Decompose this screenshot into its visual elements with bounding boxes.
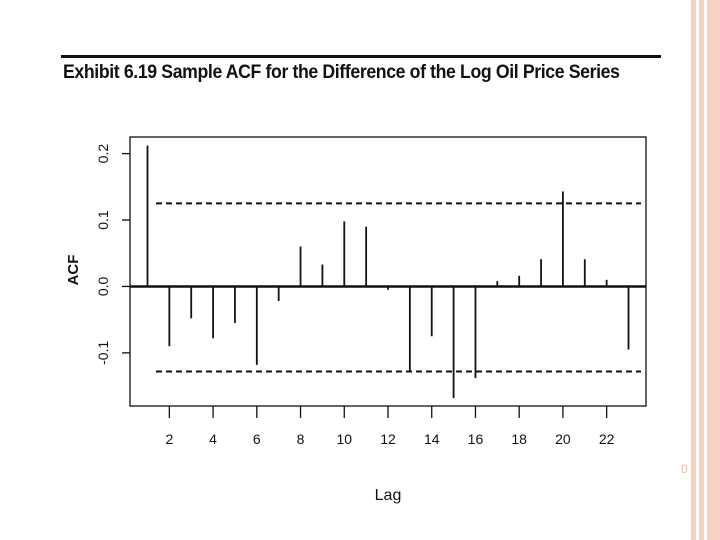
x-tick-label: 6 bbox=[253, 431, 261, 447]
y-axis-label: ACF bbox=[65, 255, 82, 286]
x-tick-label: 4 bbox=[209, 431, 217, 447]
x-tick-label: 16 bbox=[468, 431, 484, 447]
y-tick-label: 0.0 bbox=[95, 277, 111, 297]
y-tick-label: 0.2 bbox=[95, 144, 111, 164]
x-axis-label: Lag bbox=[375, 487, 402, 504]
x-tick-label: 2 bbox=[165, 431, 173, 447]
y-axis: -0.1 0.0 0.1 0.2 bbox=[95, 144, 130, 365]
x-tick-label: 20 bbox=[555, 431, 571, 447]
y-tick-label: 0.1 bbox=[95, 210, 111, 230]
slide-right-border bbox=[691, 0, 720, 540]
page-number: 0 bbox=[681, 462, 688, 476]
x-tick-label: 12 bbox=[380, 431, 396, 447]
x-tick-label: 18 bbox=[511, 431, 527, 447]
acf-bars bbox=[146, 145, 630, 399]
plot-frame bbox=[129, 136, 647, 407]
x-axis: 2 4 6 8 10 12 14 16 18 20 22 bbox=[165, 406, 615, 447]
x-tick-label: 10 bbox=[336, 431, 352, 447]
x-tick-label: 8 bbox=[297, 431, 305, 447]
x-tick-label: 14 bbox=[424, 431, 440, 447]
title-rule bbox=[61, 55, 661, 58]
x-tick-label: 22 bbox=[599, 431, 615, 447]
y-tick-label: -0.1 bbox=[95, 341, 111, 365]
exhibit-title: Exhibit 6.19 Sample ACF for the Differen… bbox=[63, 62, 620, 83]
